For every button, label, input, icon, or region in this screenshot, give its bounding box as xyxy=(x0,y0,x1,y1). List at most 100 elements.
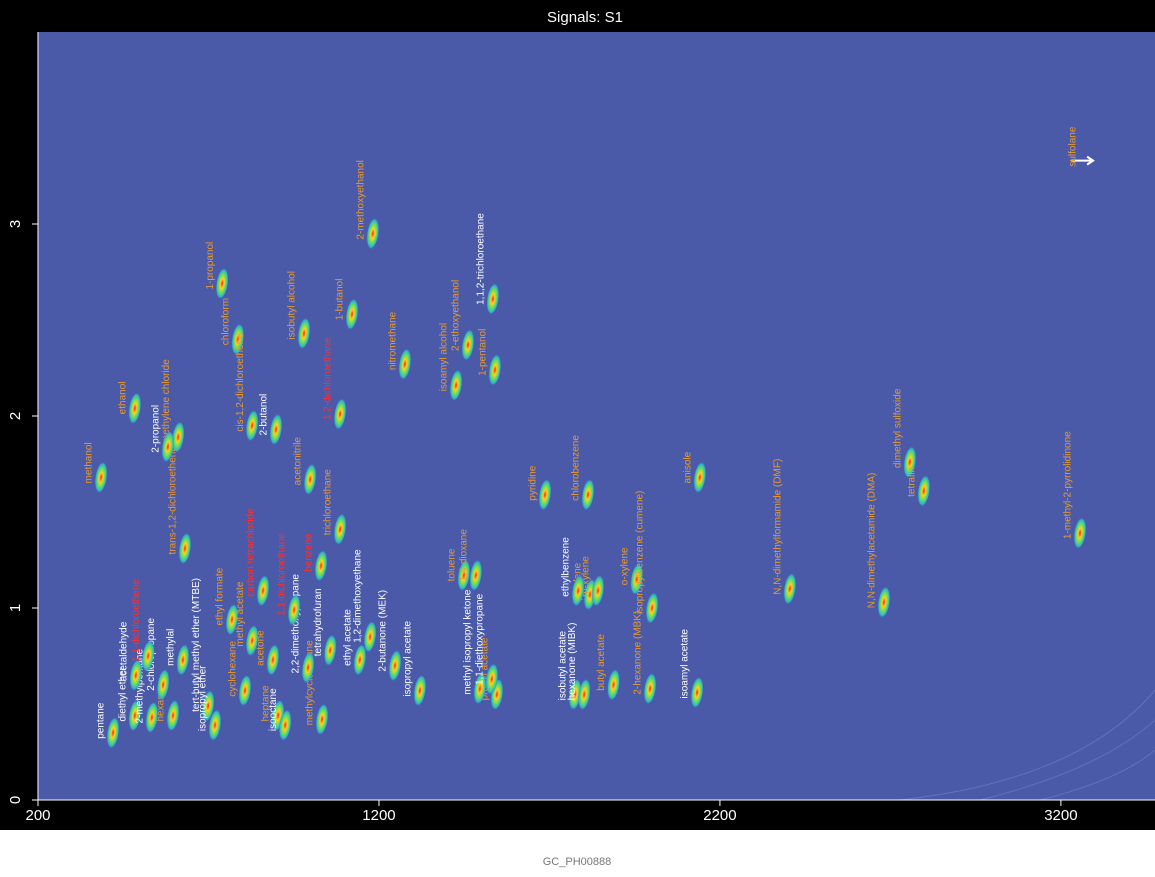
peak-label: cyclohexane xyxy=(228,641,239,697)
peak xyxy=(178,532,192,565)
peak-label: 1-propanol xyxy=(205,242,216,290)
peak-label: dimethyl sulfoxide xyxy=(892,388,903,468)
peak-label: trans-1,2-dichloroethene xyxy=(168,446,179,555)
peak-label: isobutyl acetate xyxy=(558,630,569,700)
peak-label: carbon tetrachloride xyxy=(246,508,257,597)
peak xyxy=(225,603,239,636)
peak xyxy=(917,475,931,507)
peak-label: isobutyl alcohol xyxy=(287,271,298,339)
peak xyxy=(461,329,475,361)
peak xyxy=(266,643,280,676)
peak-label: cis-1,2-dichloroethene xyxy=(235,333,246,432)
peak-label: ethyl formate xyxy=(215,567,226,625)
peak-label: 1-butanol xyxy=(335,279,346,321)
peak-label: isoamyl acetate xyxy=(680,629,691,699)
peak-label: chlorobenzene xyxy=(571,435,582,501)
peak-label: hexanone (MIBK) xyxy=(567,623,578,701)
peak-label: 2-butanol xyxy=(259,394,270,436)
peak-label: 2-methoxyethanol xyxy=(355,160,366,240)
peak-label: 1,2-dimethoxyethane xyxy=(353,549,364,643)
y-tick-label: 2 xyxy=(7,412,24,420)
x-tick-label: 2200 xyxy=(703,807,736,824)
peak xyxy=(485,663,499,695)
peak-label: isopropyl acetate xyxy=(403,621,414,697)
x-tick-label: 3200 xyxy=(1044,807,1077,824)
peak-label: methylcyclohexane xyxy=(305,640,316,725)
peak xyxy=(630,563,644,596)
peak-label: 1-pentanol xyxy=(478,329,489,376)
peak-label: isoamyl alcohol xyxy=(439,323,450,391)
peak xyxy=(571,574,585,607)
peak xyxy=(94,461,108,494)
peak xyxy=(413,674,427,707)
peak xyxy=(363,620,377,653)
peak-label: methyl acetate xyxy=(235,581,246,646)
peak-label: 1,1-diethoxypropane xyxy=(474,593,485,685)
peak-label: butyl acetate xyxy=(596,634,607,691)
peak xyxy=(398,348,412,381)
peak xyxy=(128,392,142,425)
x-tick-label: 200 xyxy=(25,807,50,824)
peak-label: methanol xyxy=(84,442,95,483)
peak-label: 1,1,2-trichloroethane xyxy=(475,213,486,305)
peak xyxy=(176,643,190,676)
peak-label: isooctane xyxy=(268,688,279,731)
chart-title: Signals: S1 xyxy=(547,9,623,26)
peak xyxy=(128,699,142,732)
peak-label: tetralin xyxy=(906,467,917,497)
peak xyxy=(877,586,891,619)
peak xyxy=(690,676,704,709)
peak-label: 1,1-dichloroethane xyxy=(277,533,288,616)
peak xyxy=(366,217,380,250)
peak xyxy=(278,709,292,741)
peak xyxy=(201,690,215,722)
plot-area xyxy=(38,32,1155,800)
peak xyxy=(1073,517,1087,549)
peak xyxy=(129,659,143,692)
peak xyxy=(245,409,259,442)
peak xyxy=(693,461,707,494)
peak xyxy=(315,703,329,736)
peak-label: trichloroethane xyxy=(323,469,334,536)
peak-label: 1,4-dioxane xyxy=(458,529,469,582)
peak xyxy=(287,594,301,626)
peak-label: N,N-dimethylacetamide (DMA) xyxy=(867,473,878,609)
peak-label: ethanol xyxy=(117,382,128,415)
peak-label: methylene chloride xyxy=(161,359,172,443)
peak-label: benzene xyxy=(304,533,315,572)
peak-label: N,N-dimethylformamide (DMF) xyxy=(772,459,783,595)
peak-label: isopropylbenzene (cumene) xyxy=(635,491,646,614)
peak xyxy=(353,643,367,676)
peak-label: propyl acetate xyxy=(480,637,491,700)
peak xyxy=(156,668,170,701)
peak xyxy=(231,323,245,356)
peak xyxy=(783,572,797,605)
peak-label: ethylbenzene xyxy=(561,537,572,597)
peak-arrow xyxy=(1071,155,1095,166)
peak xyxy=(577,678,591,711)
peak-label: ethyl acetate xyxy=(343,609,354,666)
peak-label: tert-butyl methyl ether (MTBE) xyxy=(191,578,202,712)
peak-label: tetrahydrofuran xyxy=(313,588,324,656)
peak-label: m-xylene xyxy=(581,556,592,597)
peak xyxy=(449,369,463,402)
peak xyxy=(591,574,605,607)
y-tick-label: 1 xyxy=(7,604,24,612)
peak-label: acetaldehyde xyxy=(118,621,129,681)
peak xyxy=(314,549,328,582)
peak-label: 2-propanol xyxy=(151,405,162,453)
peak-label: pyridine xyxy=(528,465,539,500)
peak xyxy=(256,574,270,607)
peak-label: nitromethane xyxy=(388,311,399,370)
peak xyxy=(208,709,222,741)
peak-label: o-xylene xyxy=(619,547,630,585)
peak xyxy=(333,513,347,546)
peak-label: 2-ethoxyethanol xyxy=(451,280,462,351)
y-tick-label: 0 xyxy=(7,796,24,804)
peak-label: 1,1-dichloroethene xyxy=(131,579,142,662)
peak xyxy=(903,446,917,478)
peak xyxy=(166,699,180,732)
peak xyxy=(145,701,159,734)
peak-label: 2,2-dimethoxypropane xyxy=(291,574,302,674)
peak xyxy=(469,559,483,592)
